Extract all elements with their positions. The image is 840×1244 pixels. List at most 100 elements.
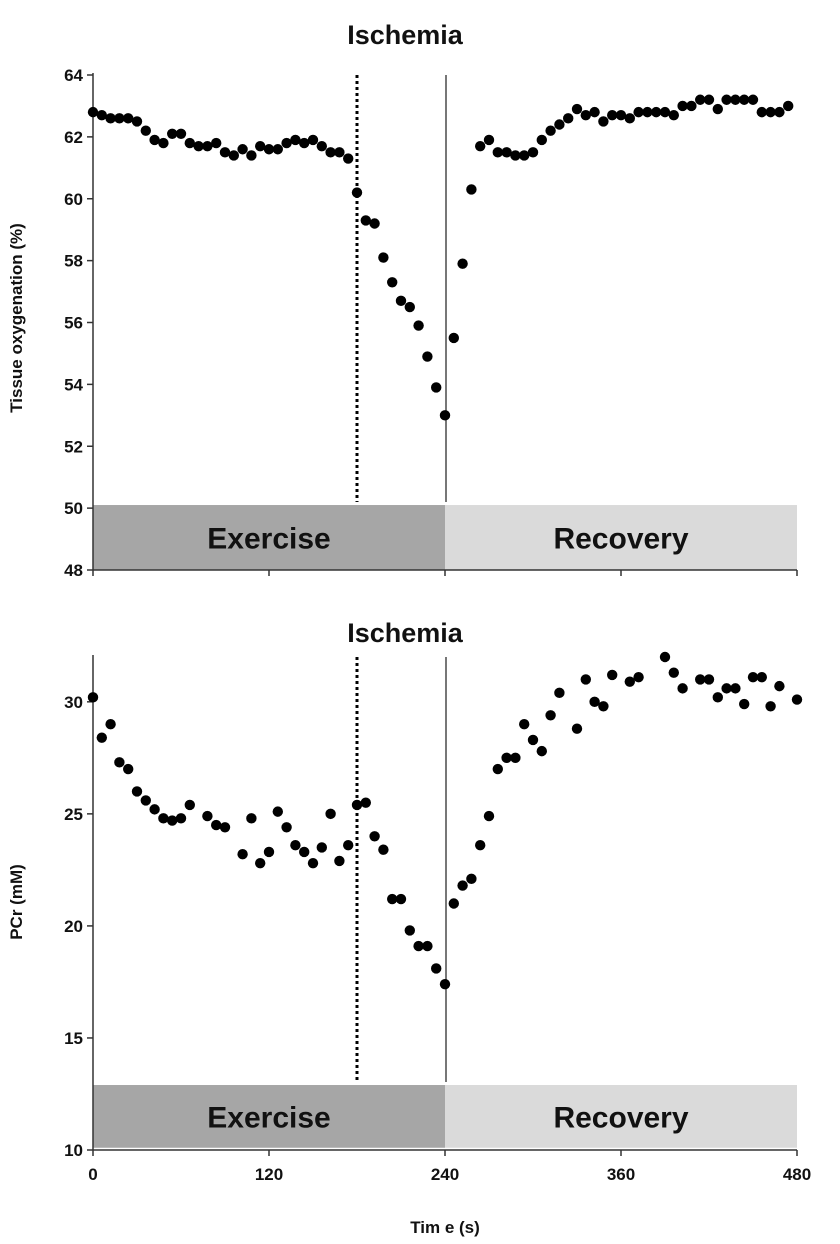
data-point — [677, 100, 688, 112]
data-point — [167, 128, 178, 139]
data-point — [387, 277, 398, 288]
panel2-recovery-band — [445, 1085, 797, 1148]
panel1-data-points — [87, 94, 794, 421]
data-point — [105, 719, 116, 730]
data-point — [105, 113, 116, 124]
data-point — [149, 804, 160, 815]
data-point — [263, 144, 275, 155]
data-point — [756, 106, 767, 118]
data-point — [307, 134, 319, 146]
data-point — [316, 842, 327, 853]
data-point — [219, 147, 231, 158]
data-point — [431, 963, 442, 974]
data-point — [87, 692, 99, 703]
data-point — [659, 651, 671, 663]
data-point — [263, 846, 275, 858]
data-point — [607, 110, 618, 121]
data-point — [140, 795, 151, 806]
data-point — [721, 683, 732, 694]
data-point — [395, 893, 407, 905]
panel1-ytick-label: 60 — [64, 190, 83, 209]
data-point — [695, 94, 706, 105]
data-point — [167, 815, 178, 826]
data-point — [633, 671, 644, 683]
data-point — [642, 106, 653, 118]
data-point — [475, 140, 486, 152]
data-point — [607, 669, 618, 681]
data-point — [483, 134, 495, 146]
data-point — [387, 893, 398, 905]
data-point — [255, 140, 266, 152]
panel2-xtick-label: 0 — [88, 1165, 97, 1184]
panel1-y-axis-title: Tissue oxygenation (%) — [7, 223, 26, 413]
data-point — [615, 110, 627, 121]
panel1-exercise-band — [93, 505, 445, 570]
panel1-ytick-label: 62 — [64, 128, 83, 147]
data-point — [501, 147, 512, 158]
data-point — [255, 857, 266, 869]
data-point — [492, 763, 503, 775]
data-point — [783, 100, 794, 112]
data-point — [237, 144, 248, 155]
data-point — [131, 786, 143, 797]
data-point — [571, 723, 583, 734]
data-point — [756, 671, 767, 683]
data-point — [307, 857, 319, 869]
data-point — [554, 119, 565, 130]
panel1-ytick-label: 54 — [64, 375, 83, 394]
data-point — [413, 320, 424, 331]
panel1-x-ticks — [92, 570, 798, 576]
data-point — [439, 410, 451, 421]
data-point — [184, 799, 195, 811]
data-point — [158, 813, 169, 824]
data-point — [483, 810, 495, 822]
data-point — [501, 752, 512, 764]
data-point — [343, 153, 354, 164]
data-point — [369, 831, 380, 842]
data-point — [668, 667, 679, 678]
data-point — [211, 137, 222, 149]
data-point — [404, 301, 415, 313]
data-point — [360, 215, 371, 226]
data-point — [571, 103, 583, 115]
panel2-y-ticks: 10 15 20 25 30 — [64, 693, 93, 1160]
data-point — [431, 382, 442, 393]
data-point — [114, 757, 125, 768]
panel2-data-points — [87, 651, 803, 990]
data-point — [536, 745, 547, 757]
data-point — [351, 187, 363, 198]
data-point — [140, 125, 151, 136]
data-point — [624, 113, 635, 124]
data-point — [175, 128, 187, 139]
panel2-ytick-label: 15 — [64, 1029, 83, 1048]
panel2-exercise-band — [93, 1085, 445, 1148]
data-point — [589, 696, 600, 708]
data-point — [739, 94, 750, 105]
data-point — [457, 258, 468, 269]
data-point — [114, 113, 125, 124]
data-point — [651, 106, 662, 118]
data-point — [404, 925, 415, 936]
panel2-ytick-label: 20 — [64, 917, 83, 936]
panel2-ytick-label: 10 — [64, 1141, 83, 1160]
data-point — [730, 683, 741, 694]
data-point — [527, 734, 539, 746]
panel1-ytick-label: 48 — [64, 561, 83, 580]
data-point — [413, 940, 424, 952]
panel2-ytick-label: 30 — [64, 693, 83, 712]
data-point — [325, 147, 336, 158]
data-point — [457, 880, 468, 891]
data-point — [351, 799, 363, 811]
data-point — [580, 110, 591, 121]
data-point — [422, 351, 433, 362]
data-point — [475, 840, 486, 851]
panel2-xtick-label: 240 — [431, 1165, 459, 1184]
data-point — [536, 134, 547, 146]
data-point — [703, 674, 715, 685]
data-point — [158, 137, 169, 149]
data-point — [87, 106, 99, 118]
panel1-ytick-label: 64 — [64, 66, 83, 85]
data-point — [563, 113, 574, 124]
data-point — [545, 125, 556, 136]
data-point — [580, 674, 591, 685]
